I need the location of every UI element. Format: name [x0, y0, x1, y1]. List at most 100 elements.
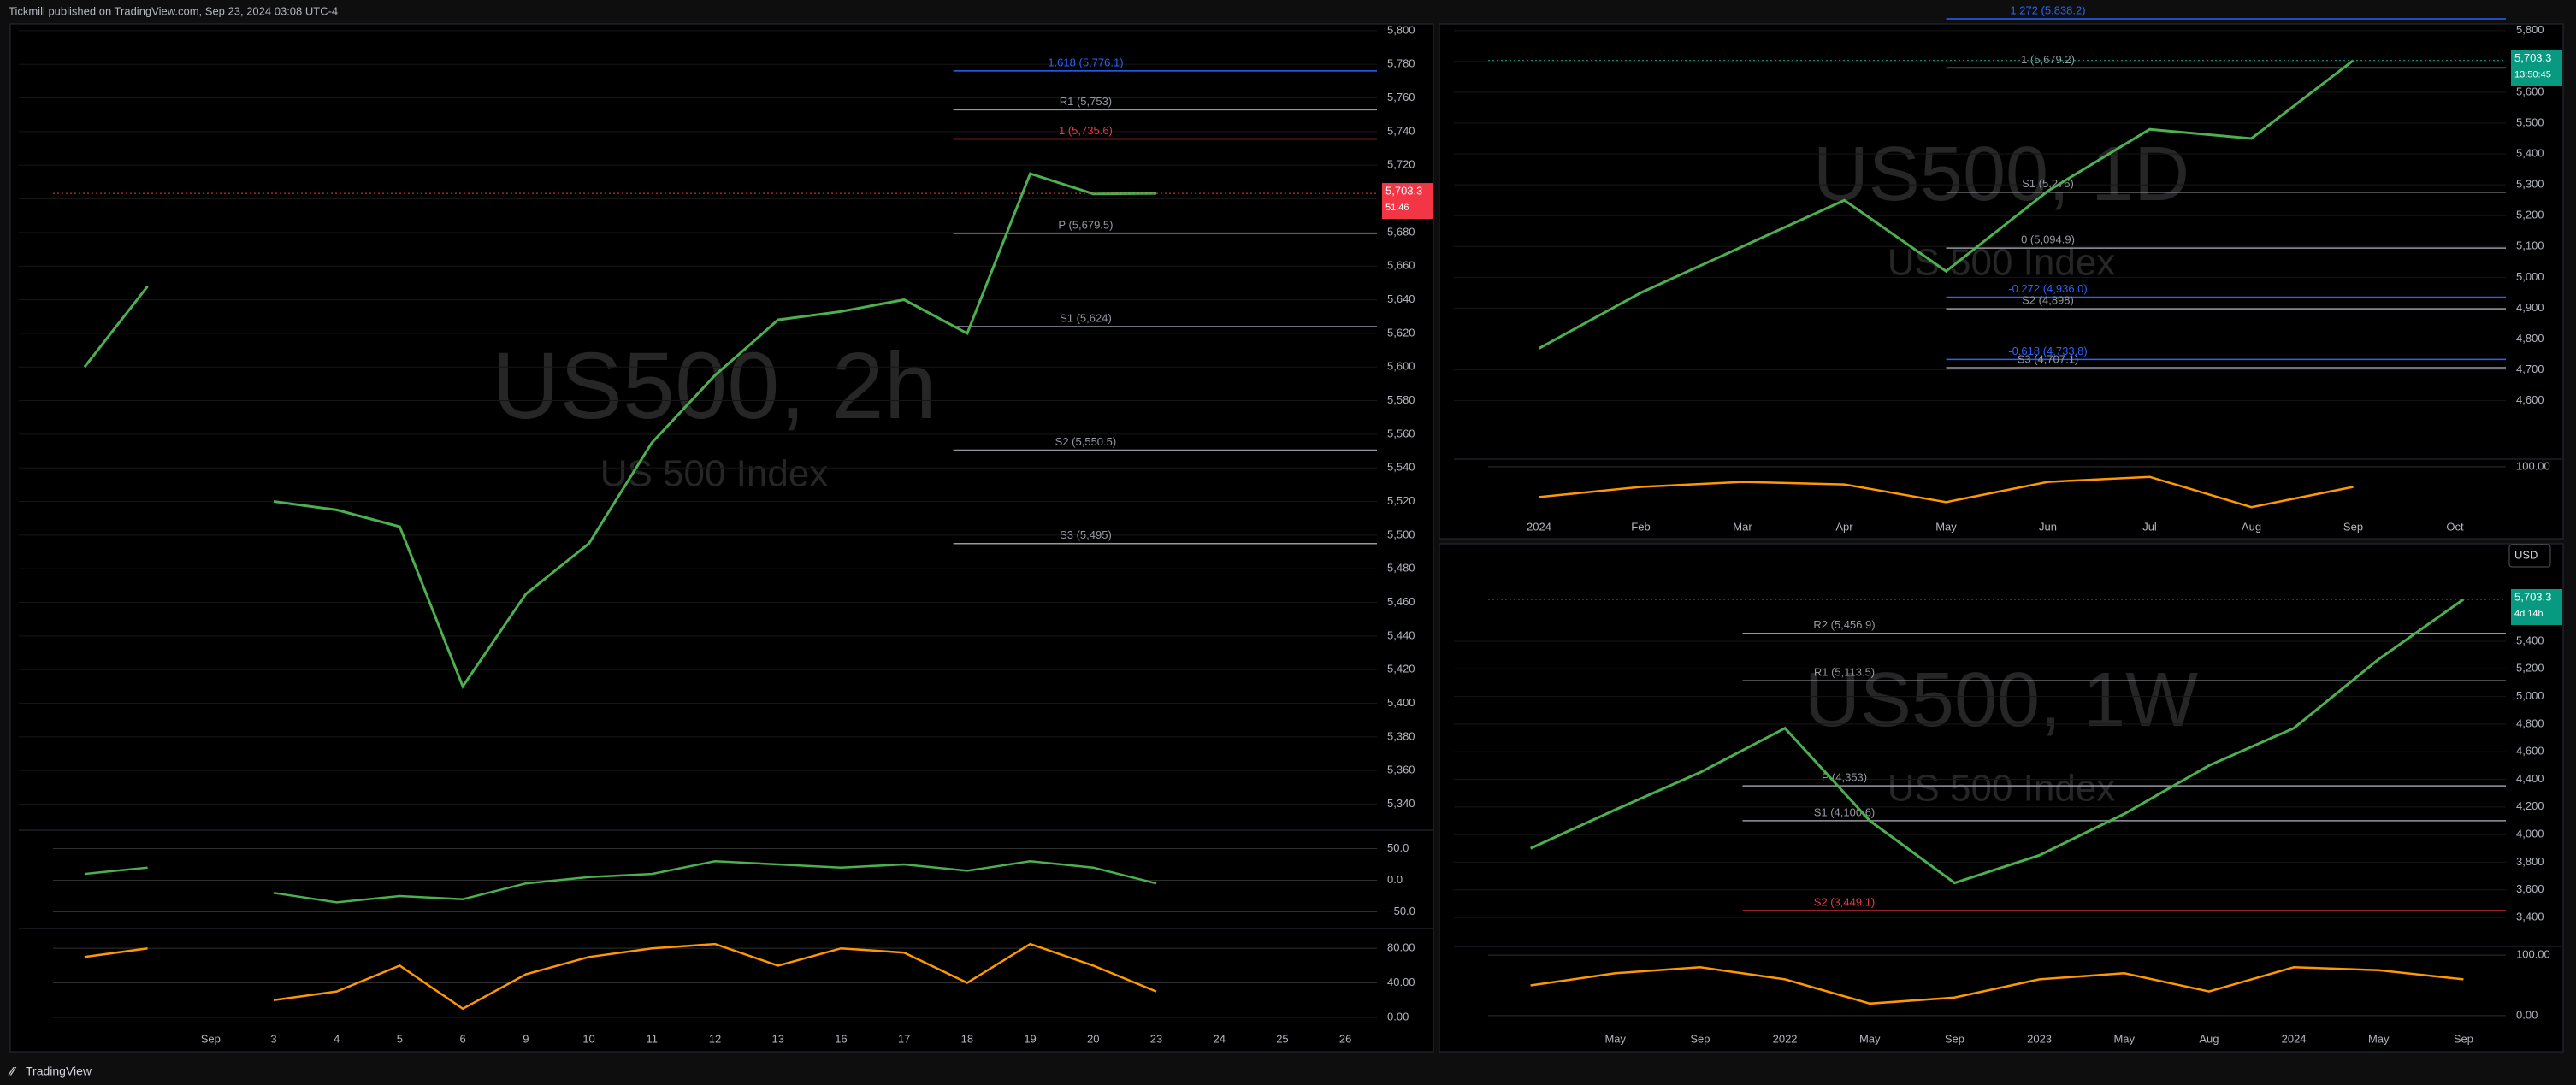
y-tick-label: 5,660 [1387, 259, 1415, 272]
indicator-tick-label: 100.00 [2516, 948, 2550, 961]
watermark-title: US500, 1W [1805, 657, 2198, 743]
x-tick-label: 19 [1024, 1032, 1036, 1045]
indicator-tick-label: 0.00 [1387, 1010, 1409, 1023]
last-price-label: 5,703.3 [2514, 51, 2551, 64]
price-line [83, 172, 1157, 689]
y-tick-label: 3,800 [2516, 855, 2544, 868]
level-label: S1 (5,624) [1060, 311, 1112, 324]
level-label: S3 (5,495) [1060, 528, 1112, 541]
level-label: P (5,679.5) [1058, 218, 1113, 231]
currency-label: USD [2514, 548, 2538, 561]
y-tick-label: 5,540 [1387, 461, 1415, 474]
x-tick-label: 2024 [2282, 1032, 2307, 1045]
y-tick-label: 4,900 [2516, 301, 2544, 314]
indicator-line [1539, 475, 2354, 509]
x-tick-label: 25 [1276, 1032, 1288, 1045]
y-tick-label: 5,680 [1387, 225, 1415, 238]
x-tick-label: Sep [201, 1032, 221, 1045]
y-tick-label: 5,200 [2516, 662, 2544, 675]
x-tick-label: 17 [898, 1032, 910, 1045]
y-tick-label: 5,400 [1387, 696, 1415, 709]
panel-2h [9, 23, 1434, 1053]
x-tick-label: 6 [460, 1032, 466, 1045]
indicator-tick-label: −50.0 [1387, 905, 1415, 917]
publisher-line: Tickmill published on TradingView.com, S… [9, 4, 338, 17]
x-tick-label: May [2368, 1032, 2390, 1045]
y-tick-label: 5,520 [1387, 494, 1415, 507]
level-label: -0.618 (4,733.8) [2008, 345, 2088, 357]
y-tick-label: 5,560 [1387, 427, 1415, 439]
y-tick-label: 5,600 [1387, 360, 1415, 373]
x-tick-label: May [2113, 1032, 2135, 1045]
y-tick-label: 4,600 [2516, 393, 2544, 406]
bar-countdown: 51:46 [1385, 203, 1409, 213]
y-tick-label: 5,800 [1387, 23, 1415, 36]
y-tick-label: 5,620 [1387, 326, 1415, 339]
indicator-tick-label: 40.00 [1387, 976, 1415, 988]
x-tick-label: Sep [1690, 1032, 1710, 1045]
y-tick-label: 5,640 [1387, 292, 1415, 305]
y-tick-label: 5,500 [2516, 115, 2544, 128]
level-label: 1 (5,679.2) [2021, 53, 2075, 66]
brand-logo: ⁄⁄ [8, 1064, 16, 1078]
y-tick-label: 5,400 [2516, 634, 2544, 646]
x-tick-label: Aug [2242, 520, 2261, 533]
indicator-line [84, 942, 1157, 1011]
x-tick-label: 20 [1087, 1032, 1099, 1045]
level-label: S1 (5,276) [2022, 177, 2074, 190]
x-tick-label: 12 [709, 1032, 721, 1045]
x-tick-label: May [1604, 1032, 1626, 1045]
currency-button[interactable] [2508, 544, 2551, 568]
x-tick-label: Sep [2454, 1032, 2473, 1045]
y-tick-label: 5,400 [2516, 147, 2544, 160]
x-tick-label: Mar [1733, 520, 1752, 533]
y-tick-label: 5,800 [2516, 23, 2544, 36]
last-price-label: 5,703.3 [1385, 185, 1422, 198]
price-line [1538, 59, 2354, 350]
y-tick-label: 5,440 [1387, 628, 1415, 641]
x-tick-label: 18 [961, 1032, 973, 1045]
level-label: 0 (5,094.9) [2021, 233, 2075, 246]
indicator-line [84, 860, 1157, 904]
level-label: S2 (5,550.5) [1055, 435, 1117, 448]
y-tick-label: 5,600 [2516, 85, 2544, 97]
x-tick-label: 16 [835, 1032, 847, 1045]
y-tick-label: 5,760 [1387, 91, 1415, 103]
y-tick-label: 3,600 [2516, 882, 2544, 895]
last-price-box [1382, 183, 1433, 220]
indicator-tick-label: 0.0 [1387, 873, 1403, 886]
y-tick-label: 4,400 [2516, 772, 2544, 785]
y-tick-label: 3,400 [2516, 910, 2544, 923]
x-tick-label: 3 [270, 1032, 276, 1045]
watermark-title: US500, 2h [492, 333, 936, 439]
x-tick-label: Aug [2199, 1032, 2219, 1045]
y-tick-label: 5,360 [1387, 764, 1415, 776]
y-tick-label: 5,300 [2516, 178, 2544, 191]
indicator-line [1530, 966, 2464, 1005]
x-tick-label: 24 [1213, 1032, 1225, 1045]
watermark-subtitle: US 500 Index [600, 453, 829, 495]
indicator-tick-label: 50.0 [1387, 841, 1409, 854]
x-tick-label: 2023 [2027, 1032, 2052, 1045]
watermark-subtitle: US 500 Index [1888, 768, 2116, 810]
level-label: R2 (5,456.9) [1813, 618, 1875, 631]
y-tick-label: 5,580 [1387, 393, 1415, 406]
level-label: R1 (5,113.5) [1814, 666, 1875, 679]
x-tick-label: 4 [334, 1032, 340, 1045]
indicator-tick-label: 80.00 [1387, 941, 1415, 954]
level-label: R1 (5,753) [1060, 95, 1112, 108]
level-label: S2 (4,898) [2022, 294, 2074, 307]
panel-1d [1439, 23, 2564, 540]
y-tick-label: 5,340 [1387, 797, 1415, 810]
watermark-title: US500, 1D [1813, 132, 2189, 217]
y-tick-label: 4,000 [2516, 828, 2544, 840]
x-tick-label: 5 [397, 1032, 403, 1045]
y-tick-label: 5,480 [1387, 562, 1415, 575]
level-label: S2 (3,449.1) [1814, 896, 1876, 909]
x-tick-label: Jul [2142, 520, 2157, 533]
x-tick-label: 2022 [1773, 1032, 1798, 1045]
y-tick-label: 5,460 [1387, 595, 1415, 608]
x-tick-label: 11 [647, 1032, 659, 1045]
x-tick-label: 2024 [1527, 520, 1551, 533]
